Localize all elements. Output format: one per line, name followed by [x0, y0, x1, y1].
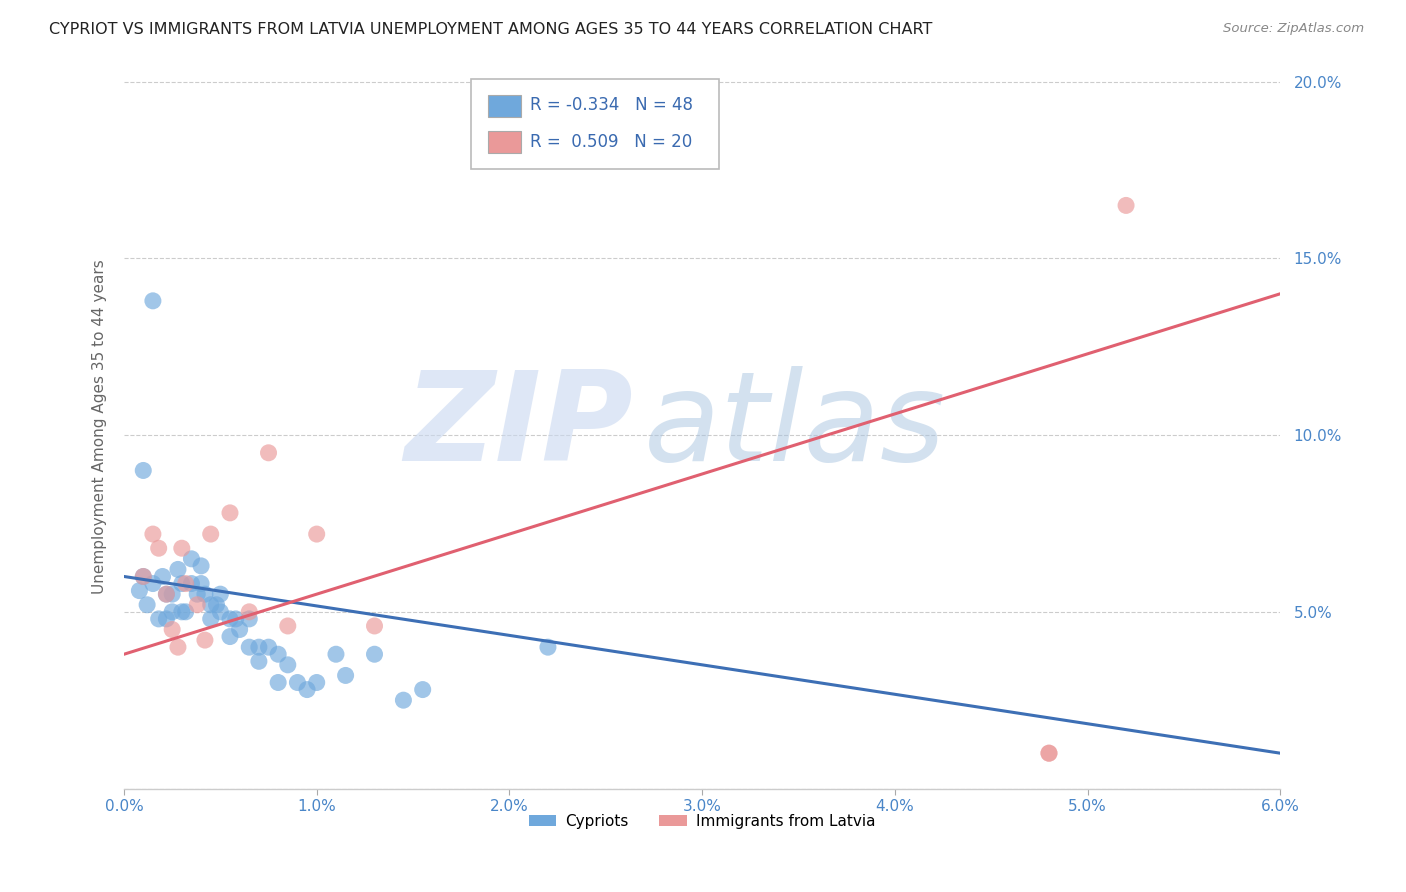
Point [132, 569, 155, 583]
Point [363, 619, 385, 633]
Text: R =  0.509   N = 20: R = 0.509 N = 20 [530, 133, 692, 151]
Point [160, 605, 183, 619]
Point [186, 598, 208, 612]
Text: ZIP: ZIP [404, 366, 633, 487]
Point [142, 293, 165, 308]
Point [537, 640, 560, 655]
Point [205, 598, 228, 612]
Point [167, 640, 190, 655]
FancyBboxPatch shape [471, 78, 720, 169]
Point [305, 675, 328, 690]
Text: CYPRIOT VS IMMIGRANTS FROM LATVIA UNEMPLOYMENT AMONG AGES 35 TO 44 YEARS CORRELA: CYPRIOT VS IMMIGRANTS FROM LATVIA UNEMPL… [49, 22, 932, 37]
Point [1115, 198, 1137, 212]
Point [180, 576, 202, 591]
Point [247, 640, 270, 655]
Point [160, 623, 183, 637]
Point [194, 633, 217, 648]
Point [148, 541, 170, 556]
Point [200, 612, 222, 626]
Point [132, 463, 155, 477]
Legend: Cypriots, Immigrants from Latvia: Cypriots, Immigrants from Latvia [523, 808, 882, 835]
Point [287, 675, 309, 690]
Point [170, 576, 193, 591]
Point [194, 587, 217, 601]
Point [200, 598, 222, 612]
Point [392, 693, 415, 707]
Point [200, 527, 222, 541]
Point [174, 605, 197, 619]
Point [247, 654, 270, 668]
Point [160, 587, 183, 601]
Point [277, 657, 299, 672]
Text: Source: ZipAtlas.com: Source: ZipAtlas.com [1223, 22, 1364, 36]
Point [180, 551, 202, 566]
Point [209, 605, 232, 619]
Point [219, 612, 242, 626]
Point [363, 647, 385, 661]
Point [167, 562, 190, 576]
Point [209, 587, 232, 601]
Point [155, 612, 177, 626]
Point [190, 576, 212, 591]
Point [142, 576, 165, 591]
Point [142, 527, 165, 541]
Point [174, 576, 197, 591]
Text: atlas: atlas [644, 366, 946, 487]
Point [170, 605, 193, 619]
Point [335, 668, 357, 682]
FancyBboxPatch shape [488, 131, 520, 153]
Point [136, 598, 159, 612]
Point [225, 612, 247, 626]
Point [412, 682, 434, 697]
Point [267, 675, 290, 690]
Point [257, 640, 280, 655]
Point [257, 446, 280, 460]
Point [295, 682, 318, 697]
Point [170, 541, 193, 556]
Point [155, 587, 177, 601]
Point [305, 527, 328, 541]
Point [238, 640, 260, 655]
Point [148, 612, 170, 626]
Point [238, 612, 260, 626]
FancyBboxPatch shape [488, 95, 520, 117]
Point [325, 647, 347, 661]
Point [186, 587, 208, 601]
Point [155, 587, 177, 601]
Point [238, 605, 260, 619]
Point [152, 569, 174, 583]
Point [228, 623, 250, 637]
Point [219, 506, 242, 520]
Point [219, 630, 242, 644]
Point [128, 583, 150, 598]
Point [1038, 746, 1060, 760]
Point [190, 558, 212, 573]
Y-axis label: Unemployment Among Ages 35 to 44 years: Unemployment Among Ages 35 to 44 years [93, 259, 107, 594]
Point [1038, 746, 1060, 760]
Point [277, 619, 299, 633]
Point [132, 569, 155, 583]
Text: R = -0.334   N = 48: R = -0.334 N = 48 [530, 96, 693, 114]
Point [267, 647, 290, 661]
